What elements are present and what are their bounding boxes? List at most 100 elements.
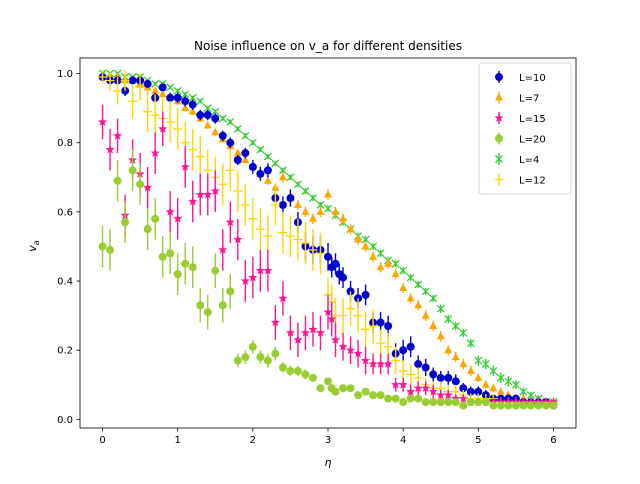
data-point bbox=[263, 356, 272, 365]
data-point bbox=[165, 117, 175, 127]
data-point bbox=[353, 311, 363, 321]
data-point bbox=[383, 359, 393, 368]
data-point bbox=[278, 228, 288, 238]
data-point bbox=[248, 214, 258, 224]
data-point bbox=[406, 369, 416, 379]
y-tick-label: 1.0 bbox=[57, 69, 73, 80]
x-tick-label: 2 bbox=[250, 435, 256, 446]
data-point bbox=[196, 97, 205, 106]
data-point bbox=[346, 224, 355, 233]
data-point bbox=[353, 348, 363, 358]
data-point bbox=[398, 366, 408, 376]
data-point bbox=[158, 83, 167, 92]
data-point bbox=[429, 321, 438, 329]
data-point bbox=[519, 387, 528, 396]
data-point bbox=[399, 346, 408, 355]
data-point bbox=[271, 159, 280, 168]
data-point bbox=[233, 156, 242, 165]
data-point bbox=[496, 401, 505, 410]
data-point bbox=[240, 276, 250, 285]
data-point bbox=[301, 187, 310, 196]
data-point bbox=[263, 166, 272, 175]
data-point bbox=[210, 186, 220, 196]
data-point bbox=[444, 398, 453, 407]
data-point bbox=[354, 235, 363, 243]
data-point bbox=[511, 401, 520, 410]
data-point bbox=[376, 338, 386, 348]
data-point bbox=[256, 145, 265, 154]
data-point bbox=[406, 293, 415, 302]
data-point bbox=[255, 224, 265, 234]
data-point bbox=[376, 262, 385, 271]
data-point bbox=[225, 165, 235, 175]
data-point bbox=[98, 242, 107, 251]
data-point bbox=[451, 352, 460, 361]
data-point bbox=[458, 393, 468, 403]
data-point bbox=[414, 300, 423, 309]
data-point bbox=[218, 301, 227, 310]
data-point bbox=[436, 304, 445, 313]
data-point bbox=[414, 280, 423, 289]
data-point bbox=[188, 263, 197, 272]
data-point bbox=[315, 328, 326, 337]
data-point bbox=[398, 379, 408, 389]
data-point bbox=[248, 162, 257, 171]
data-point bbox=[376, 359, 386, 368]
data-point bbox=[180, 162, 190, 171]
legend-item: L=10 bbox=[495, 71, 546, 84]
legend-marker bbox=[495, 93, 503, 101]
data-point bbox=[361, 387, 370, 396]
data-point bbox=[143, 107, 153, 117]
data-point bbox=[226, 138, 235, 147]
data-point bbox=[143, 182, 153, 192]
data-point bbox=[354, 391, 363, 400]
legend: L=10 L=7 L=15 L=20 L=4 L=12 bbox=[478, 62, 572, 195]
data-point bbox=[300, 238, 310, 248]
data-point bbox=[391, 259, 400, 268]
legend-label: L=10 bbox=[519, 73, 546, 84]
data-point bbox=[368, 359, 378, 368]
data-point bbox=[316, 201, 325, 209]
data-point bbox=[195, 152, 205, 162]
data-point bbox=[315, 248, 325, 258]
data-point bbox=[166, 249, 175, 258]
data-point bbox=[203, 308, 212, 317]
data-point bbox=[481, 380, 490, 388]
data-point bbox=[225, 217, 235, 227]
data-point bbox=[293, 180, 302, 189]
data-point bbox=[188, 100, 197, 109]
legend-label: L=4 bbox=[519, 155, 539, 166]
data-point bbox=[166, 93, 175, 102]
data-point bbox=[324, 190, 332, 198]
data-point bbox=[519, 401, 528, 410]
data-point bbox=[504, 401, 513, 410]
x-tick-label: 0 bbox=[99, 435, 105, 446]
data-point bbox=[263, 265, 273, 275]
data-point bbox=[451, 377, 460, 386]
data-point bbox=[331, 311, 341, 321]
data-point bbox=[346, 384, 355, 393]
data-point bbox=[120, 75, 130, 85]
data-point bbox=[300, 328, 311, 337]
data-point bbox=[459, 401, 468, 410]
data-point bbox=[429, 370, 438, 379]
data-point bbox=[188, 145, 198, 155]
data-point bbox=[413, 383, 423, 393]
legend-label: L=7 bbox=[519, 94, 539, 105]
data-point bbox=[369, 242, 378, 251]
data-point bbox=[413, 373, 423, 383]
data-point bbox=[136, 180, 145, 189]
x-tick-label: 1 bbox=[175, 435, 181, 446]
data-point bbox=[211, 114, 220, 123]
data-point bbox=[421, 363, 430, 372]
data-point bbox=[459, 384, 468, 393]
data-point bbox=[428, 386, 438, 396]
data-point bbox=[278, 293, 288, 303]
data-point bbox=[211, 107, 220, 116]
data-point bbox=[143, 225, 152, 234]
data-point bbox=[218, 245, 228, 254]
data-point bbox=[459, 359, 468, 368]
x-tick-label: 3 bbox=[325, 435, 331, 446]
data-point bbox=[181, 90, 190, 99]
